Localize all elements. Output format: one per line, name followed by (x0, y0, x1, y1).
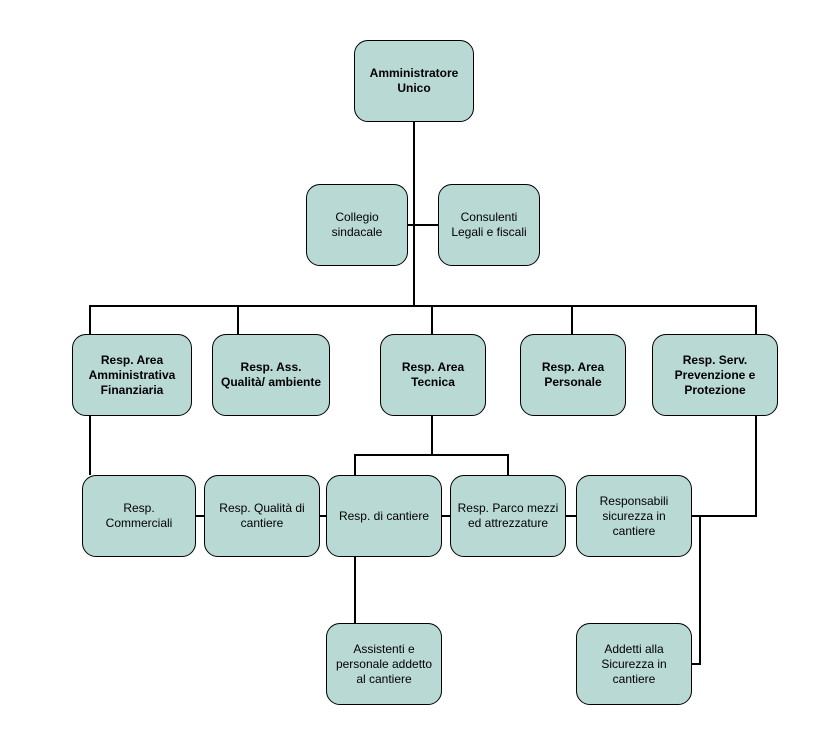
org-node-prevenz: Resp. Serv. Prevenzione e Protezione (652, 334, 778, 416)
connector (355, 455, 432, 475)
connector (414, 306, 756, 334)
connector (692, 416, 756, 516)
org-chart-diagram: Amministratore Unico Collegio sindacale Co… (0, 0, 826, 744)
org-node-assist: Assistenti e personale addetto al cantie… (326, 623, 442, 705)
connector (238, 306, 414, 334)
org-node-tecnica: Resp. Area Tecnica (380, 334, 486, 416)
org-node-personale: Resp. Area Personale (520, 334, 626, 416)
connector (692, 516, 700, 664)
connector (414, 306, 572, 334)
org-node-addetti: Addetti alla Sicurezza in cantiere (576, 623, 692, 705)
org-node-ammin: Resp. Area Amministrativa Finanziaria (72, 334, 192, 416)
org-node-cantiere: Resp. di cantiere (326, 475, 442, 557)
org-node-sicurezza: Responsabili sicurezza in cantiere (576, 475, 692, 557)
org-node-parco: Resp. Parco mezzi ed attrezzature (450, 475, 566, 557)
org-node-qualcant: Resp. Qualità di cantiere (204, 475, 320, 557)
org-node-admin: Amministratore Unico (354, 40, 474, 122)
connector (90, 306, 414, 334)
org-node-collegio: Collegio sindacale (306, 184, 408, 266)
connector (432, 455, 508, 475)
org-node-commerc: Resp. Commerciali (82, 475, 196, 557)
org-node-consulenti: Consulenti Legali e fiscali (438, 184, 540, 266)
connector (414, 306, 432, 334)
org-node-qualita: Resp. Ass. Qualità/ ambiente (212, 334, 330, 416)
